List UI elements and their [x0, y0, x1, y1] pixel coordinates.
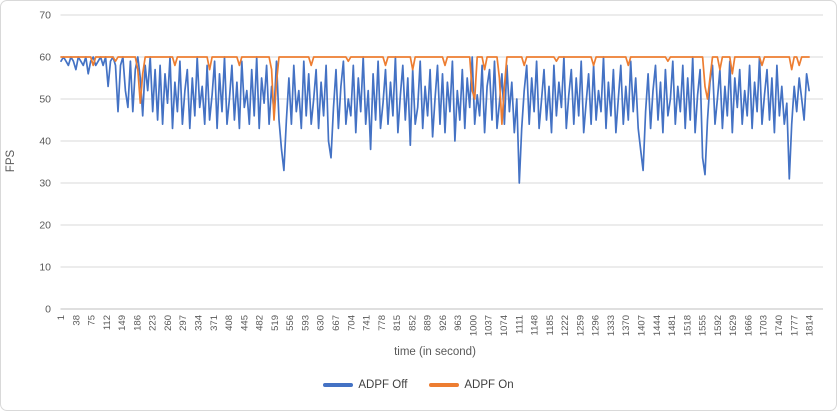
x-tick-label: 815: [392, 315, 403, 331]
x-tick-label: 1518: [682, 315, 693, 336]
x-tick-label: 1814: [805, 315, 816, 336]
x-tick-label: 778: [377, 315, 388, 331]
x-tick-label: 1: [56, 315, 67, 320]
x-tick-label: 889: [423, 315, 434, 331]
adpf-on-line-swatch: [429, 383, 460, 387]
x-tick-label: 371: [209, 315, 220, 331]
x-tick-label: 1185: [545, 315, 556, 335]
x-tick-label: 1555: [698, 315, 709, 336]
y-axis-title: FPS: [5, 149, 17, 173]
x-tick-label: 186: [132, 315, 143, 331]
x-tick-label: 556: [285, 315, 296, 331]
x-tick-label: 1666: [743, 315, 754, 336]
x-tick-label: 926: [438, 315, 449, 331]
x-tick-label: 1592: [713, 315, 724, 336]
x-tick-label: 1444: [652, 315, 663, 336]
x-tick-label: 1222: [560, 315, 571, 336]
x-tick-label: 260: [163, 315, 174, 331]
x-tick-label: 112: [102, 315, 113, 330]
legend-label-adpf-off: ADPF Off: [358, 379, 408, 391]
y-tick-label: 10: [39, 262, 51, 274]
x-tick-label: 334: [194, 315, 205, 331]
x-tick-label: 1703: [759, 315, 770, 336]
x-tick-label: 1000: [468, 315, 479, 336]
x-tick-label: 445: [239, 315, 250, 331]
x-tick-label: 630: [316, 315, 327, 331]
x-tick-label: 519: [270, 315, 281, 331]
adpf-off-line: [60, 56, 810, 184]
y-tick-label: 30: [39, 178, 51, 190]
x-tick-label: 38: [71, 315, 82, 326]
y-tick-label: 70: [39, 10, 51, 22]
x-tick-label: 1111: [514, 315, 525, 334]
x-tick-label: 75: [87, 315, 98, 326]
x-tick-label: 149: [117, 315, 128, 331]
legend-item-adpf-on[interactable]: ADPF On: [429, 379, 514, 391]
x-tick-label: 1259: [575, 315, 586, 336]
x-tick-label: 1333: [606, 315, 617, 336]
legend-label-adpf-on: ADPF On: [464, 379, 514, 391]
x-tick-label: 408: [224, 315, 235, 331]
legend-item-adpf-off[interactable]: ADPF Off: [323, 379, 407, 391]
y-tick-label: 40: [39, 136, 51, 148]
x-tick-label: 297: [178, 315, 189, 331]
x-tick-label: 963: [453, 315, 464, 331]
x-tick-label: 223: [148, 315, 159, 331]
x-tick-label: 1370: [621, 315, 632, 336]
legend: ADPF Off ADPF On: [1, 379, 836, 391]
x-tick-label: 1629: [728, 315, 739, 336]
x-tick-label: 1296: [591, 315, 602, 336]
x-axis-title: time (in second): [394, 346, 476, 358]
y-tick-label: 60: [39, 52, 51, 64]
x-tick-label: 1037: [484, 315, 495, 336]
x-tick-label: 1481: [667, 315, 678, 336]
x-tick-label: 1777: [789, 315, 800, 336]
y-tick-label: 0: [45, 304, 51, 316]
x-tick-label: 482: [255, 315, 266, 331]
x-tick-label: 593: [300, 315, 311, 331]
x-tick-label: 1407: [637, 315, 648, 336]
adpf-on-line: [60, 56, 810, 126]
adpf-off-line-swatch: [323, 383, 354, 387]
x-tick-label: 1740: [774, 315, 785, 336]
x-tick-label: 741: [362, 315, 373, 331]
y-tick-label: 50: [39, 94, 51, 106]
x-tick-label: 852: [407, 315, 418, 331]
y-tick-label: 20: [39, 220, 51, 232]
x-tick-label: 667: [331, 315, 342, 331]
x-tick-label: 704: [346, 315, 357, 331]
x-tick-label: 1074: [499, 315, 510, 336]
x-tick-label: 1148: [530, 315, 541, 335]
